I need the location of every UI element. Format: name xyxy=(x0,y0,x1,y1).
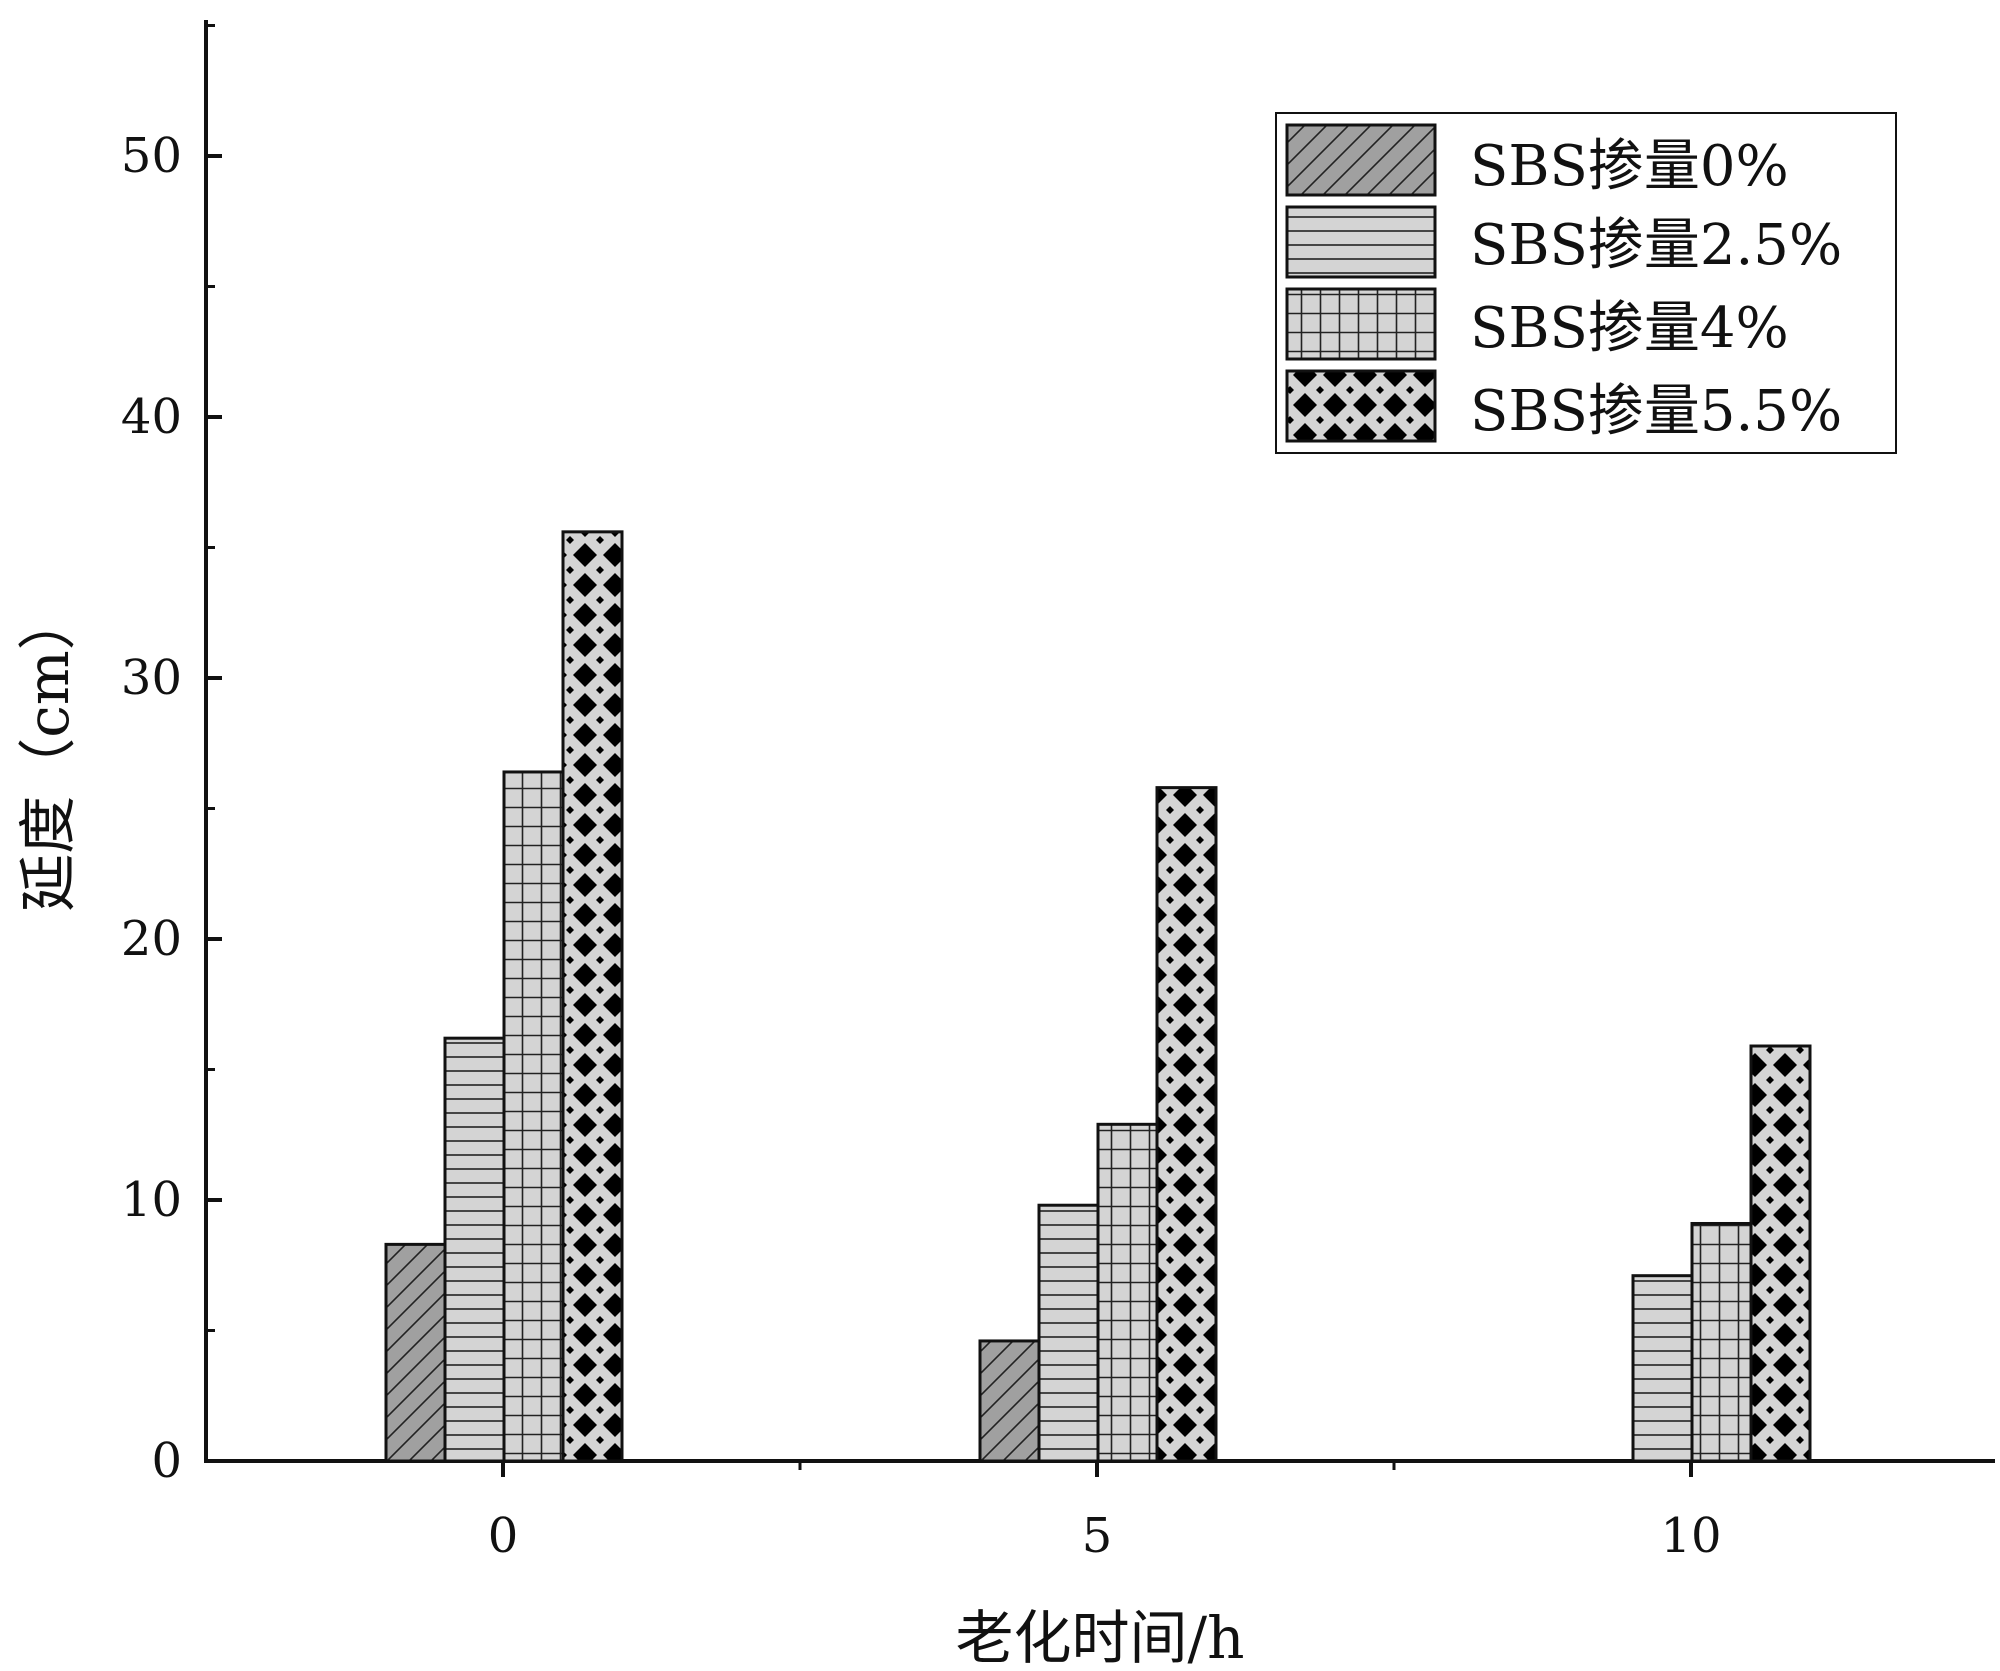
bar-10-series-2 xyxy=(1690,1221,1753,1463)
bar-10-series-1 xyxy=(1631,1274,1694,1463)
legend-label-2: SBS掺量4% xyxy=(1470,296,1789,361)
legend-label-0: SBS掺量0% xyxy=(1470,134,1789,199)
x-tick-label: 5 xyxy=(1082,1508,1113,1564)
bar-5-series-3 xyxy=(1155,786,1218,1463)
y-tick-label: 0 xyxy=(151,1433,182,1489)
bar-5-series-0 xyxy=(978,1339,1041,1463)
y-tick-label: 30 xyxy=(121,650,182,706)
bar-0-series-3 xyxy=(561,530,624,1463)
legend-swatch-1 xyxy=(1285,205,1437,279)
y-tick-label: 20 xyxy=(121,911,182,967)
bar-5-series-1 xyxy=(1037,1203,1100,1463)
bar-10-series-3 xyxy=(1749,1044,1812,1463)
bar-5-series-2 xyxy=(1096,1122,1159,1463)
bar-0-series-1 xyxy=(443,1036,506,1463)
x-tick-label: 0 xyxy=(488,1508,519,1564)
legend-swatch-0 xyxy=(1285,123,1437,197)
x-axis-title: 老化时间/h xyxy=(956,1604,1245,1671)
bar-0-series-0 xyxy=(384,1242,447,1463)
y-tick-label: 50 xyxy=(121,128,182,184)
y-tick-label: 40 xyxy=(121,389,182,445)
legend-label-3: SBS掺量5.5% xyxy=(1470,379,1842,444)
y-tick-label: 10 xyxy=(121,1172,182,1228)
bars xyxy=(384,530,1812,1463)
legend-label-1: SBS掺量2.5% xyxy=(1470,213,1842,278)
x-tick-label: 10 xyxy=(1660,1508,1721,1564)
y-axis-title: 延度（cm） xyxy=(14,592,82,911)
legend-swatch-2 xyxy=(1285,287,1437,361)
legend: SBS掺量0% SBS掺量2.5% SBS掺量4% SBS掺量5.5% xyxy=(1275,112,1897,454)
bar-0-series-2 xyxy=(502,770,565,1463)
x-ticks: 0 5 10 xyxy=(488,1461,1722,1564)
y-ticks: 0 10 20 30 40 50 xyxy=(121,24,222,1489)
legend-swatch-3 xyxy=(1285,369,1437,443)
